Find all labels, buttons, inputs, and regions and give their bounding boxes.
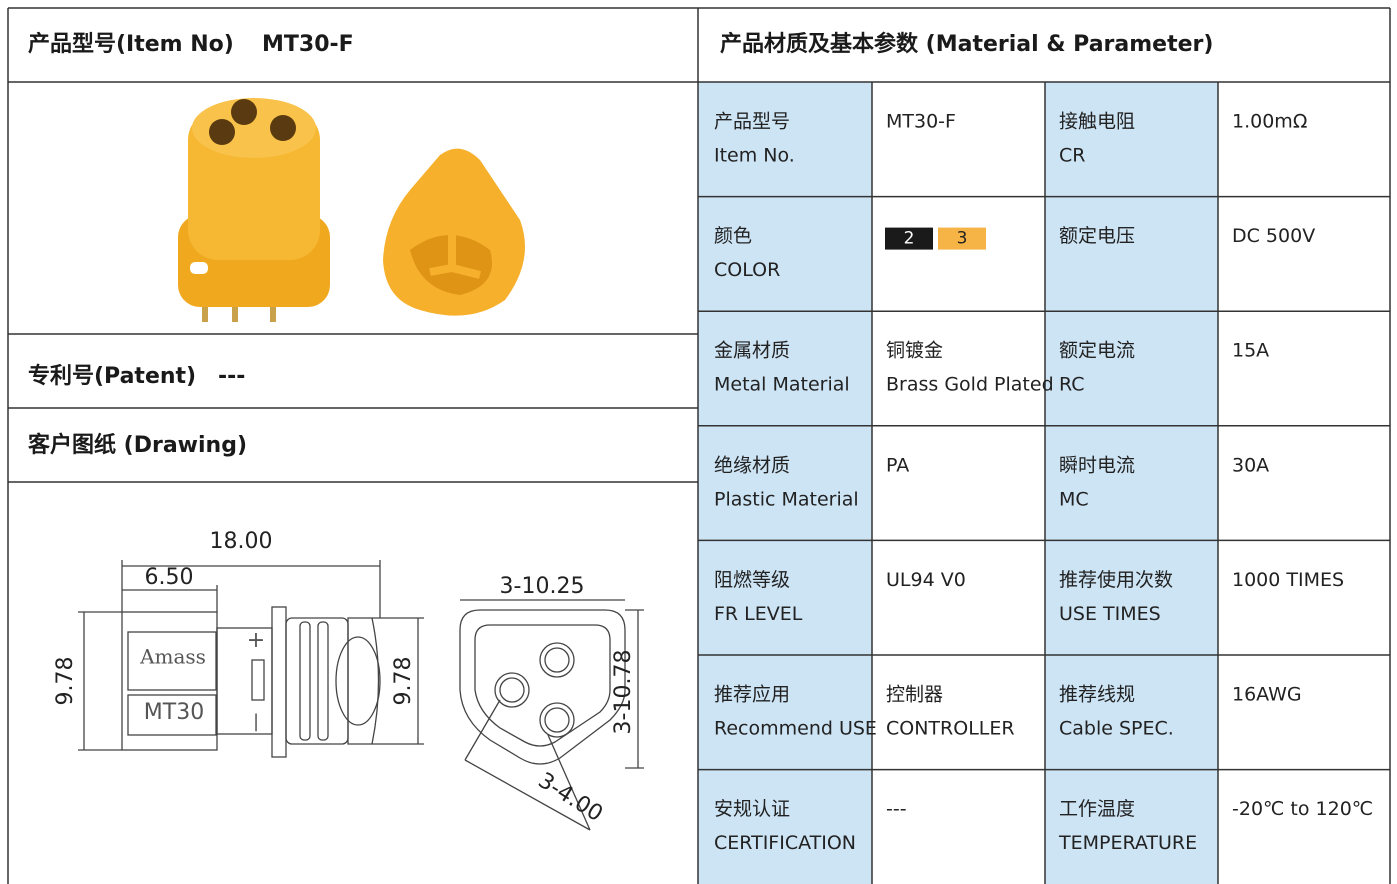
- cell-text: DC 500V: [1232, 225, 1315, 247]
- dimension-label: 18.00: [210, 529, 273, 554]
- cell-text: CONTROLLER: [886, 718, 1015, 740]
- drawing-mark: |: [253, 711, 259, 732]
- cell-text: 瞬时电流: [1059, 454, 1135, 476]
- cell-text: Recommend USE: [714, 718, 877, 740]
- cell-text: Item No.: [714, 145, 795, 167]
- cell-text: RC: [1059, 374, 1085, 396]
- product-photo-front: [178, 98, 330, 322]
- cell-text: TEMPERATURE: [1058, 832, 1197, 854]
- frame-lines: [7, 7, 1391, 884]
- cell-text: 颜色: [714, 225, 752, 247]
- cell-text: CERTIFICATION: [714, 832, 856, 854]
- item-label: 产品型号(Item No): [28, 32, 234, 57]
- drawing-mark: MT30: [144, 700, 204, 725]
- cell-text: 金属材质: [714, 340, 790, 362]
- dimension-label: 3-10.25: [500, 574, 585, 599]
- parameter-table: 产品型号 Item No. MT30-F 接触电阻 CR 1.00mΩ 颜色 COLOR 2 3 额…: [698, 111, 1390, 854]
- dimension-label: 9.78: [53, 657, 78, 706]
- cell-text: 绝缘材质: [714, 454, 790, 476]
- cell-text: 铜镀金: [886, 340, 943, 362]
- cell-text: ---: [886, 798, 907, 820]
- cell-text: 1000 TIMES: [1232, 569, 1344, 591]
- dimension-label: 3-4.00: [534, 768, 607, 827]
- cell-text: 1.00mΩ: [1232, 111, 1307, 133]
- parameters-title: 产品材质及基本参数 (Material & Parameter): [720, 31, 1213, 57]
- cell-text: USE TIMES: [1059, 603, 1161, 625]
- cell-text: 30A: [1232, 454, 1269, 476]
- patent-value: ---: [218, 364, 245, 389]
- swatch-label: 2: [904, 229, 915, 249]
- cell-text: PA: [886, 454, 909, 476]
- cell-text: MC: [1059, 488, 1089, 510]
- cell-text: 16AWG: [1232, 684, 1302, 706]
- product-photo-back: [383, 148, 525, 316]
- color-swatch: [938, 227, 986, 250]
- table-backgrounds: [698, 82, 1218, 884]
- cell-text: Plastic Material: [714, 488, 859, 510]
- cell-text: FR LEVEL: [714, 603, 803, 625]
- cell-text: 控制器: [886, 684, 943, 706]
- drawing-mark: +: [247, 628, 265, 653]
- cell-text: 接触电阻: [1059, 111, 1135, 133]
- drawing-mark: Amass: [139, 645, 206, 669]
- cell-text: 15A: [1232, 340, 1269, 362]
- cell-text: MT30-F: [886, 111, 956, 133]
- cell-text: Metal Material: [714, 374, 850, 396]
- swatch-label: 3: [957, 229, 968, 249]
- side-drawing: [78, 560, 424, 758]
- patent-label: 专利号(Patent): [28, 363, 196, 389]
- cell-text: -20℃ to 120℃: [1232, 798, 1373, 820]
- cell-text: Cable SPEC.: [1059, 718, 1174, 740]
- dimension-label: 9.78: [391, 657, 416, 706]
- cell-text: COLOR: [714, 259, 780, 281]
- cell-text: 推荐使用次数: [1059, 569, 1173, 591]
- cell-text: CR: [1059, 145, 1085, 167]
- front-drawing: [459, 599, 644, 831]
- cell-text: 额定电压: [1059, 225, 1135, 247]
- cell-text: 安规认证: [714, 798, 790, 820]
- cell-text: 工作温度: [1059, 798, 1135, 820]
- cell-text: 额定电流: [1059, 340, 1135, 362]
- color-swatch: [885, 227, 933, 250]
- cell-text: 阻燃等级: [714, 569, 790, 591]
- cell-text: Brass Gold Plated: [886, 374, 1054, 396]
- cell-text: UL94 V0: [886, 569, 966, 591]
- dimension-label: 3-10.78: [611, 650, 636, 735]
- cell-text: 推荐应用: [714, 684, 790, 706]
- item-value: MT30-F: [262, 32, 354, 57]
- cell-text: 推荐线规: [1059, 684, 1135, 706]
- drawing-title: 客户图纸 (Drawing): [28, 432, 247, 458]
- cell-text: 产品型号: [714, 111, 790, 133]
- dimension-label: 6.50: [145, 565, 194, 590]
